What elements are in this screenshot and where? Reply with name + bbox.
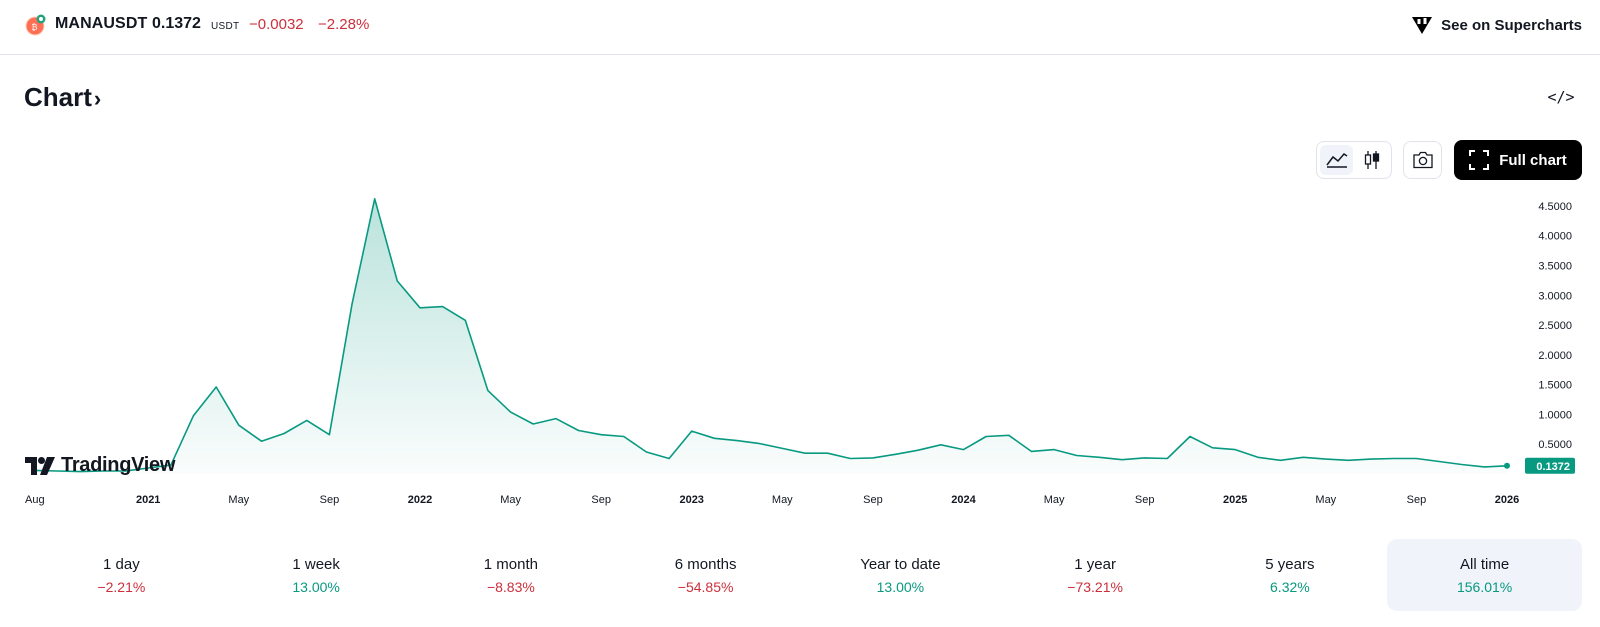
period-label: 6 months — [674, 555, 737, 573]
x-tick-label: Sep — [1135, 494, 1155, 506]
symbol-header: ₿ MANAUSDT 0.1372 USDT −0.0032 −2.28% Se… — [0, 0, 1600, 55]
chart-type-switcher — [1316, 141, 1392, 179]
period-tab[interactable]: 1 month −8.83% — [414, 539, 609, 611]
x-tick-label: Sep — [320, 494, 340, 506]
x-tick-label: 2026 — [1495, 494, 1519, 506]
period-tab[interactable]: 5 years 6.32% — [1193, 539, 1388, 611]
period-change-value: 13.00% — [876, 578, 925, 595]
last-price-badge — [1525, 457, 1575, 474]
period-label: All time — [1460, 555, 1510, 573]
last-price-dot — [1504, 462, 1510, 469]
x-tick-label: Aug — [25, 494, 45, 506]
area-fill — [35, 198, 1507, 475]
x-tick-label: May — [1044, 494, 1065, 506]
tradingview-watermark: TradingView — [25, 454, 175, 477]
symbol-name: MANAUSDT — [55, 15, 148, 32]
period-tab[interactable]: 6 months −54.85% — [608, 539, 803, 611]
period-tab[interactable]: 1 week 13.00% — [219, 539, 414, 611]
x-tick-label: 2021 — [136, 494, 160, 506]
period-label: 1 month — [483, 555, 538, 573]
period-tab[interactable]: 1 year −73.21% — [998, 539, 1193, 611]
y-tick-label: 4.5000 — [1538, 201, 1572, 213]
period-label: 1 day — [103, 555, 140, 573]
price-area-chart[interactable]: 0.5000 1.0000 1.5000 2.0000 2.5000 3.0000 3.50… — [0, 190, 1600, 510]
y-tick-label: 1.5000 — [1538, 380, 1572, 392]
y-tick-label: 3.5000 — [1538, 261, 1572, 273]
period-change-value: 156.01% — [1456, 578, 1513, 595]
period-change-value: −54.85% — [677, 578, 734, 595]
x-tick-label: May — [500, 494, 521, 506]
snapshot-button[interactable] — [1403, 141, 1442, 179]
svg-text:₿: ₿ — [32, 23, 38, 32]
chart-title-link[interactable]: Chart › — [24, 82, 101, 113]
symbol-price: 0.1372 — [152, 15, 201, 32]
y-tick-label: 4.0000 — [1538, 231, 1572, 243]
y-tick-label: 0.5000 — [1538, 439, 1572, 451]
period-change-value: −73.21% — [1067, 578, 1123, 595]
x-tick-label: May — [1315, 494, 1336, 506]
x-tick-label: Sep — [591, 494, 611, 506]
chevron-right-icon: › — [93, 85, 102, 111]
period-tab[interactable]: Year to date 13.00% — [803, 539, 998, 611]
full-chart-button[interactable]: Full chart — [1454, 140, 1582, 180]
see-on-supercharts-link[interactable]: See on Supercharts — [1410, 12, 1582, 38]
price-change-percent: −2.28% — [318, 16, 370, 33]
tradingview-logo-icon — [25, 456, 55, 475]
price-change: −0.0032 — [249, 16, 304, 33]
period-label: 1 week — [292, 555, 340, 573]
area-chart-button[interactable] — [1320, 145, 1353, 175]
period-tab[interactable]: 1 day −2.21% — [24, 539, 219, 611]
x-tick-label: May — [228, 494, 249, 506]
supercharts-icon — [1412, 17, 1433, 34]
x-tick-label: 2024 — [951, 494, 976, 506]
camera-icon — [1412, 151, 1433, 169]
period-change-value: −8.83% — [486, 578, 535, 595]
candles-icon — [1364, 151, 1379, 169]
y-tick-label: 3.0000 — [1538, 290, 1572, 302]
full-chart-label: Full chart — [1499, 151, 1567, 169]
x-tick-label: 2023 — [679, 494, 703, 506]
period-label: 5 years — [1265, 555, 1315, 573]
period-label: Year to date — [860, 555, 941, 573]
mana-logo-icon: ₿ — [25, 14, 46, 36]
x-tick-label: 2025 — [1223, 494, 1247, 506]
last-price-label: 0.1372 — [1536, 461, 1570, 473]
x-tick-label: Sep — [863, 494, 883, 506]
x-tick-label: Sep — [1407, 494, 1427, 506]
area-chart-icon — [1325, 153, 1347, 168]
period-change-value: 6.32% — [1270, 578, 1310, 595]
period-tab[interactable]: All time 156.01% — [1387, 539, 1582, 611]
candles-chart-button[interactable] — [1355, 145, 1388, 175]
chart-title: Chart — [24, 82, 92, 112]
supercharts-label: See on Supercharts — [1441, 16, 1582, 34]
period-change-value: −2.21% — [97, 578, 146, 595]
y-tick-label: 2.0000 — [1538, 350, 1572, 362]
period-change-value: 13.00% — [292, 578, 340, 595]
symbol-currency: USDT — [211, 21, 240, 32]
period-performance-row: 1 day −2.21% 1 week 13.00% 1 month −8.83% 6 mo… — [24, 539, 1582, 611]
y-tick-label: 1.0000 — [1538, 409, 1572, 421]
price-line — [34, 198, 1508, 473]
x-tick-label: 2022 — [408, 494, 432, 506]
fullscreen-icon — [1469, 150, 1490, 170]
period-label: 1 year — [1074, 555, 1116, 573]
embed-code-button[interactable]: </> — [1547, 86, 1575, 108]
tradingview-name: TradingView — [61, 454, 176, 476]
y-tick-label: 2.5000 — [1538, 320, 1572, 332]
code-icon: </> — [1547, 88, 1575, 106]
x-tick-label: May — [772, 494, 793, 506]
